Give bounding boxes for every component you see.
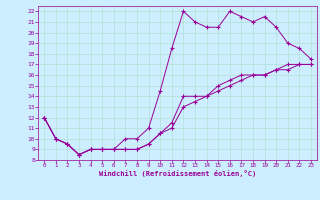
X-axis label: Windchill (Refroidissement éolien,°C): Windchill (Refroidissement éolien,°C)	[99, 170, 256, 177]
